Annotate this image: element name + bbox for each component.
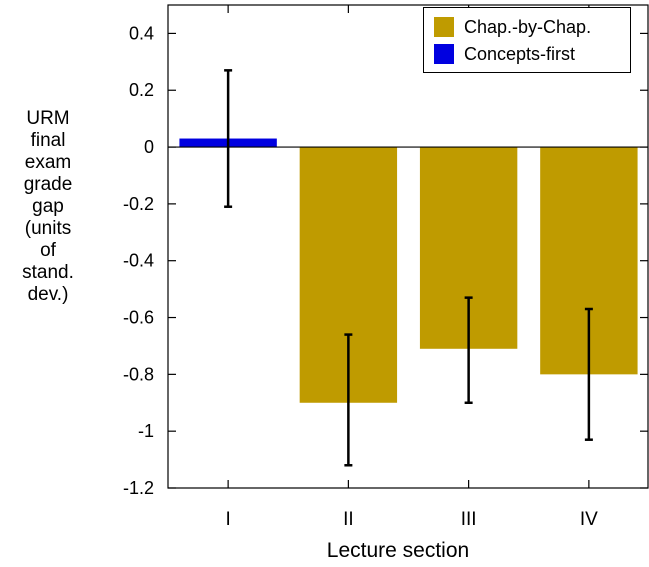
legend-swatch-concepts-first [434,44,454,64]
y-tick-label: 0.2 [129,80,154,100]
y-tick-label: 0.4 [129,23,154,43]
y-tick-label: -1 [138,421,154,441]
y-tick-label: 0 [144,137,154,157]
legend-label: Concepts-first [464,43,576,64]
x-axis-title: Lecture section [327,539,469,562]
y-axis-title-line: exam [24,152,72,173]
legend-item-concepts-first: Concepts-first [434,43,575,65]
x-axis: I II III IV [225,5,598,530]
y-axis-title-line: dev.) [27,284,69,305]
x-tick-label: IV [580,509,598,530]
bars [179,138,638,403]
y-axis-title-line: grade [23,174,73,195]
plot-frame [167,4,649,489]
error-bars [224,69,593,467]
y-tick-label: -0.6 [123,308,154,328]
legend: Chap.-by-Chap. Concepts-first [423,7,631,73]
x-tick-label: II [343,509,354,530]
y-tick-label: -1.2 [123,478,154,498]
legend-label: Chap.-by-Chap. [464,16,592,37]
y-axis-title-line: gap [32,196,64,217]
y-axis-title-line: final [30,130,66,151]
plot-border [167,4,649,489]
y-axis-title-line: URM [26,108,70,129]
y-tick-label: -0.2 [123,194,154,214]
y-axis-title-line: of [40,240,56,261]
y-tick-label: -0.8 [123,364,154,384]
legend-item-chap-by-chap: Chap.-by-Chap. [434,16,591,38]
y-axis: 0.4 0.2 0 -0.2 -0.4 -0.6 -0.8 -1 -1.2 [123,23,648,498]
y-axis-title-line: (units [24,218,72,239]
x-tick-label: III [461,509,477,530]
legend-swatch-chap-by-chap [434,17,454,37]
y-tick-label: -0.4 [123,251,154,271]
x-tick-label: I [225,509,230,530]
y-axis-title-line: stand. [22,262,74,283]
y-axis-title: URM final exam grade gap (units of stand. dev.) [0,108,96,306]
